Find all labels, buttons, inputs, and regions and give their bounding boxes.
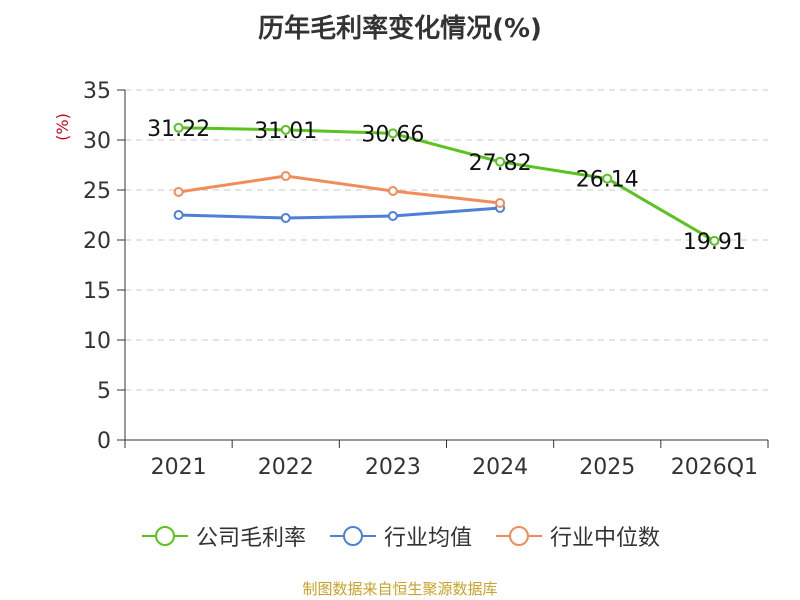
series-0-point-0 xyxy=(173,122,184,133)
legend-item-industry-average[interactable]: 行业均值 xyxy=(328,520,472,552)
series-0-point-3 xyxy=(495,156,506,167)
legend-item-industry-median[interactable]: 行业中位数 xyxy=(494,520,660,552)
data-label-2: 30.66 xyxy=(361,122,424,147)
legend-label-company: 公司毛利率 xyxy=(195,526,306,551)
y-tick-label-0: 0 xyxy=(97,429,111,454)
legend-marker-company xyxy=(141,526,188,546)
series-line-1 xyxy=(178,206,501,220)
y-tick-label-20: 20 xyxy=(83,229,111,254)
legend-label-industry-average: 行业均值 xyxy=(383,526,472,551)
legend-label-industry-median: 行业中位数 xyxy=(550,526,661,551)
series-2-point-3 xyxy=(495,198,506,208)
x-tick-label-2026Q1: 2026Q1 xyxy=(671,455,758,480)
y-axis-label: (%) xyxy=(53,113,72,141)
data-label-5: 19.91 xyxy=(683,230,746,255)
y-tick-label-15: 15 xyxy=(83,279,111,304)
data-label-0: 31.22 xyxy=(147,117,210,142)
y-tick-label-25: 25 xyxy=(83,179,111,204)
x-tick-label-2023: 2023 xyxy=(365,455,421,480)
y-tick-label-5: 5 xyxy=(97,379,111,404)
x-tick-label-2022: 2022 xyxy=(258,455,314,480)
legend-marker-industry-median xyxy=(496,526,542,546)
series-1-point-1 xyxy=(280,213,291,223)
series-0-point-5 xyxy=(709,235,720,246)
data-label-1: 31.01 xyxy=(254,119,317,144)
y-tick-label-10: 10 xyxy=(83,329,111,354)
series-0-point-2 xyxy=(387,128,398,139)
legend-marker-industry-average xyxy=(329,526,376,546)
series-0-point-4 xyxy=(602,173,613,184)
chart-title: 历年毛利率变化情况(%) xyxy=(258,14,542,44)
y-tick-label-30: 30 xyxy=(83,129,111,154)
data-label-3: 27.82 xyxy=(469,151,532,176)
series-line-2 xyxy=(178,174,501,205)
legend-item-company-gross-margin[interactable]: 公司毛利率 xyxy=(140,520,306,552)
series-0-point-1 xyxy=(280,124,291,135)
source-note: 制图数据来自恒生聚源数据库 xyxy=(302,580,498,598)
y-tick-label-35: 35 xyxy=(83,79,111,104)
x-tick-label-2024: 2024 xyxy=(472,455,528,480)
series-2-point-1 xyxy=(280,171,291,181)
series-2-point-2 xyxy=(387,186,398,196)
series-1-point-0 xyxy=(173,210,184,220)
x-tick-label-2021: 2021 xyxy=(151,455,207,480)
legend: 公司毛利率 行业均值 行业中位数 xyxy=(0,520,800,552)
x-tick-label-2025: 2025 xyxy=(579,455,635,480)
series-1-point-2 xyxy=(387,211,398,221)
data-label-4: 26.14 xyxy=(576,168,639,193)
series-2-point-0 xyxy=(173,187,184,197)
series-line-0 xyxy=(178,126,716,243)
